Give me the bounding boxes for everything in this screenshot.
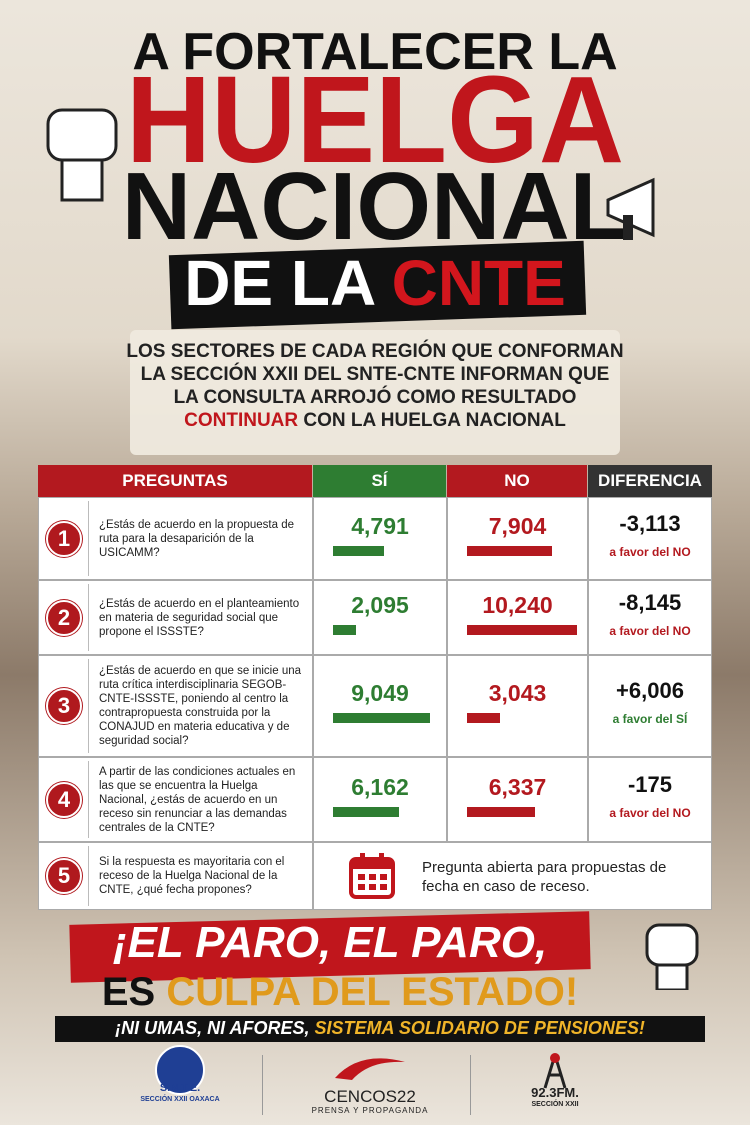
difference-note: a favor del NO: [609, 544, 691, 559]
no-bar: [467, 806, 536, 817]
title-line: HUELGA: [125, 50, 625, 190]
intro-highlight: CONTINUAR: [184, 410, 299, 431]
slogan: ES CULPA DEL ESTADO!: [70, 970, 610, 1015]
cell: [313, 757, 447, 842]
cell: [313, 497, 447, 580]
cell: [313, 580, 447, 655]
intro: LOS SECTORES DE CADA REGIÓN QUE CONFORMA…: [110, 340, 640, 432]
no-value: 7,904: [488, 512, 547, 539]
si-bar: [333, 624, 356, 635]
cell: [447, 580, 588, 655]
vertical-rule: [88, 659, 89, 753]
logo-text: SECCIÓN XXII: [531, 1101, 579, 1108]
question: ¿Estás de acuerdo en que se inicie una r…: [99, 665, 302, 747]
row-number: 2: [46, 599, 82, 636]
cell: [447, 655, 588, 757]
open-question-note: Pregunta abierta para propuestas de fech…: [422, 859, 667, 895]
cell: [588, 655, 712, 757]
vertical-rule: [88, 501, 89, 576]
row-number: 1: [46, 520, 82, 557]
difference-note: a favor del SÍ: [612, 712, 688, 726]
cell: [588, 757, 712, 842]
intro-line: CONTINUAR CON LA HUELGA NACIONAL: [110, 409, 640, 432]
intro-line: LA CONSULTA ARROJÓ COMO RESULTADO: [173, 387, 577, 408]
cell: [38, 842, 313, 910]
slogan-part: CULPA DEL ESTADO!: [166, 970, 579, 1014]
si-value: 2,095: [351, 591, 409, 618]
logo-text: 92.3FM.: [531, 1085, 579, 1100]
difference-note: a favor del NO: [609, 623, 691, 638]
difference: -3,113: [619, 510, 681, 536]
difference: -8,145: [618, 589, 682, 615]
megaphone-icon: [606, 177, 655, 240]
divider: [262, 1055, 263, 1115]
slogan-stripe: [55, 1016, 705, 1042]
si-value: 6,162: [351, 773, 409, 800]
difference: -175: [627, 771, 673, 797]
slogan-part: ES: [101, 970, 156, 1014]
cell: [447, 497, 588, 580]
cell: [447, 757, 588, 842]
si-bar: [333, 545, 385, 556]
row-number: 4: [46, 781, 82, 818]
cell: [588, 580, 712, 655]
no-value: 6,337: [488, 773, 547, 800]
difference-note: a favor del NO: [609, 805, 691, 820]
intro-line: LA SECCIÓN XXII DEL SNTE-CNTE INFORMAN Q…: [140, 364, 610, 385]
cell: [38, 757, 313, 842]
fist-icon: [46, 108, 118, 202]
calendar-icon: [349, 853, 395, 899]
divider: [470, 1055, 471, 1115]
si-bar: [333, 713, 431, 723]
no-value: 3,043: [488, 680, 547, 706]
column-header: SÍ: [313, 465, 446, 497]
si-value: 4,791: [351, 512, 409, 539]
logo-text: SECCIÓN XXII OAXACA: [140, 1096, 220, 1103]
intro-panel: [130, 330, 620, 455]
question: Si la respuesta es mayoritaria con el re…: [99, 856, 285, 896]
radio-logo: [543, 1053, 567, 1089]
no-bar: [467, 713, 500, 723]
fist-icon: [645, 923, 699, 990]
slogan: ¡NI UMAS, NI AFORES, SISTEMA SOLIDARIO D…: [55, 1018, 705, 1039]
vertical-rule: [88, 584, 89, 651]
no-bar: [467, 545, 552, 556]
snte-logo: [155, 1045, 205, 1095]
column-header: NO: [447, 465, 587, 497]
cell: [38, 655, 313, 757]
logo-text: S.N.T.E.: [159, 1082, 201, 1094]
slogan-part: ¡NI UMAS, NI AFORES,: [115, 1018, 310, 1038]
logo-text: PRENSA Y PROPAGANDA: [311, 1106, 429, 1115]
title-line: DE LA CNTE: [0, 246, 750, 320]
cencos-logo: [335, 1058, 405, 1080]
logo-text: CENCOS22: [324, 1087, 416, 1106]
cell: [313, 655, 447, 757]
question: A partir de las condiciones actuales en …: [99, 765, 296, 834]
column-header: DIFERENCIA: [588, 465, 712, 497]
vertical-rule: [88, 846, 89, 906]
intro-text: CON LA HUELGA NACIONAL: [303, 410, 566, 431]
title-line: A FORTALECER LA: [132, 23, 618, 81]
title-part: DE LA: [184, 247, 374, 319]
si-value: 9,049: [351, 680, 409, 706]
question: ¿Estás de acuerdo en la propuesta de rut…: [99, 518, 294, 559]
no-bar: [467, 624, 577, 635]
vertical-rule: [88, 761, 89, 838]
si-bar: [333, 806, 400, 817]
question: ¿Estás de acuerdo en el planteamiento en…: [99, 597, 300, 638]
slogan-part: SISTEMA SOLIDARIO DE PENSIONES!: [314, 1018, 645, 1038]
cell: [38, 497, 313, 580]
row-number: 3: [46, 688, 82, 724]
cell: [38, 580, 313, 655]
difference: +6,006: [616, 678, 684, 703]
slogan: ¡EL PARO, EL PARO,: [112, 918, 548, 967]
cell: [588, 497, 712, 580]
column-header: PREGUNTAS: [38, 465, 312, 497]
no-value: 10,240: [482, 591, 553, 618]
row-number: 5: [46, 858, 82, 894]
title-part: CNTE: [391, 247, 566, 319]
intro-line: LOS SECTORES DE CADA REGIÓN QUE CONFORMA…: [126, 341, 624, 362]
